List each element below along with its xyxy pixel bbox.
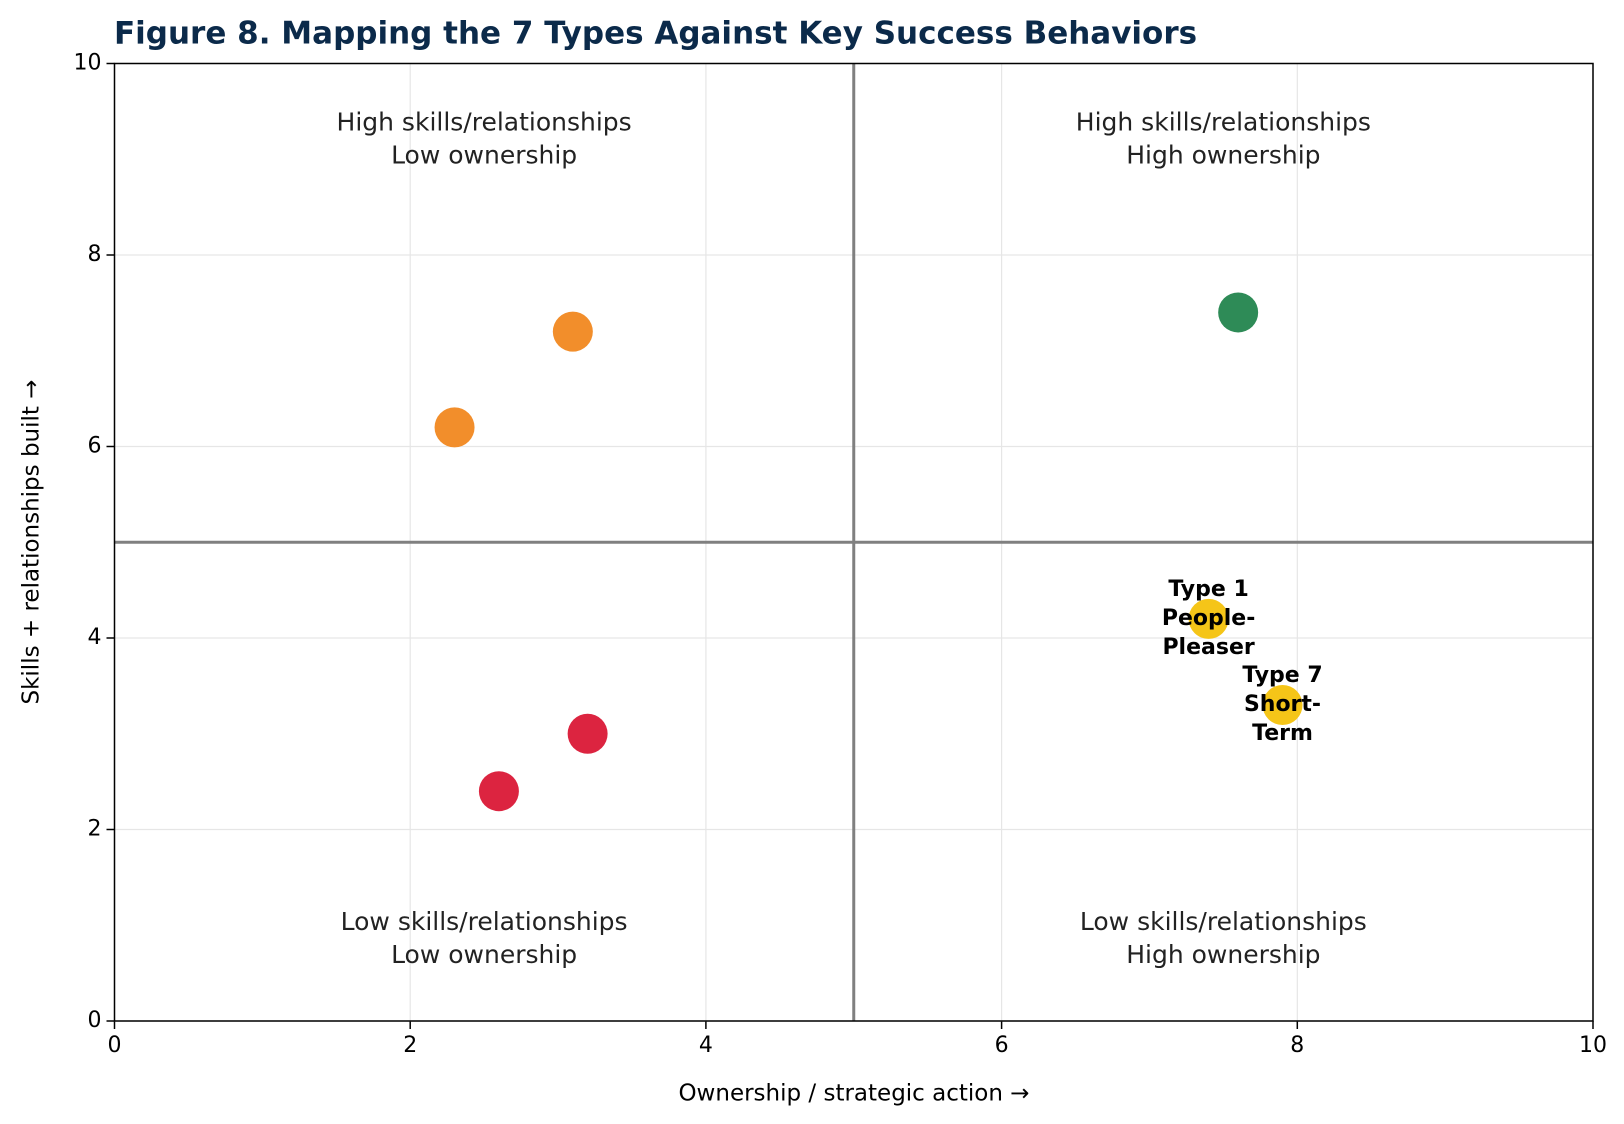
point-label: Type 1 People-Pleaser bbox=[1162, 577, 1256, 660]
x-tick-label: 2 bbox=[403, 1033, 417, 1058]
y-tick-label: 2 bbox=[88, 817, 102, 842]
point bbox=[478, 771, 519, 812]
y-tick-label: 8 bbox=[88, 242, 102, 267]
x-tick-label: 8 bbox=[1290, 1033, 1304, 1058]
point bbox=[552, 311, 593, 352]
point-label: Type 7 Short-Term bbox=[1242, 663, 1322, 746]
point bbox=[567, 713, 608, 754]
quadrant-label: High skills/relationships Low ownership bbox=[337, 108, 632, 170]
x-tick-label: 6 bbox=[995, 1033, 1009, 1058]
point bbox=[1262, 685, 1303, 726]
x-axis-label: Ownership / strategic action → bbox=[678, 1081, 1029, 1107]
y-tick-label: 0 bbox=[88, 1008, 102, 1033]
y-tick-label: 6 bbox=[88, 434, 102, 459]
y-axis-label: Skills + relationships built → bbox=[19, 379, 45, 704]
point bbox=[1188, 598, 1229, 639]
quadrant-label: High skills/relationships High ownership bbox=[1076, 108, 1371, 170]
chart-title: Figure 8. Mapping the 7 Types Against Ke… bbox=[114, 16, 1197, 52]
point bbox=[434, 407, 475, 448]
quadrant-label: Low skills/relationships High ownership bbox=[1080, 907, 1367, 969]
x-tick-label: 0 bbox=[108, 1033, 122, 1058]
y-tick-label: 10 bbox=[74, 51, 102, 76]
x-tick-label: 4 bbox=[699, 1033, 713, 1058]
quadrant-label: Low skills/relationships Low ownership bbox=[341, 907, 628, 969]
x-tick-label: 10 bbox=[1579, 1033, 1607, 1058]
plot-frame bbox=[113, 62, 1594, 1022]
point bbox=[1218, 292, 1259, 333]
y-tick-label: 4 bbox=[88, 625, 102, 650]
